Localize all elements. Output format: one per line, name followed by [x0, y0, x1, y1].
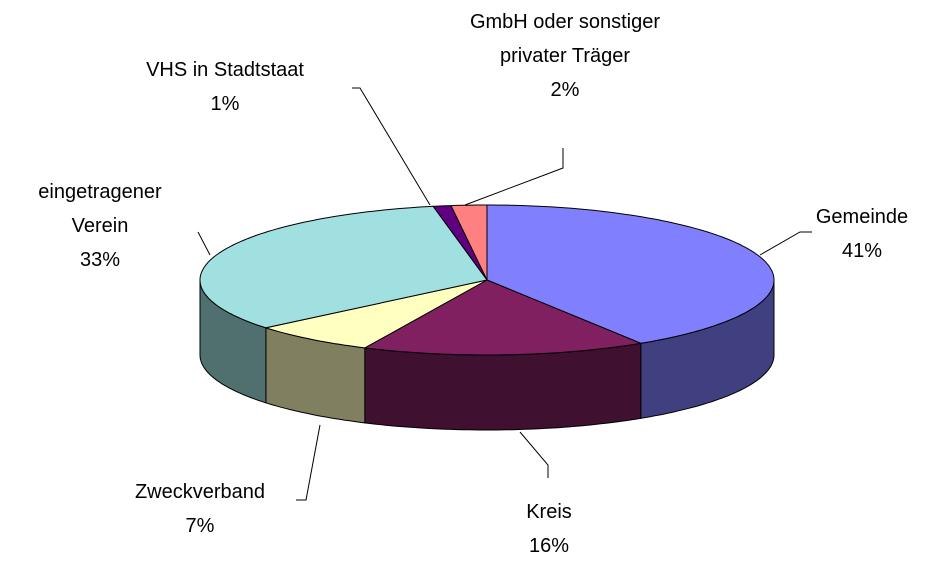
leader-line — [519, 431, 549, 478]
value-label: 16% — [528, 535, 570, 557]
value-label: 33% — [79, 249, 121, 271]
value-label: 1% — [210, 93, 240, 115]
slice-label: GmbH oder sonstiger privater Träger 2% — [460, 5, 670, 107]
value-label: 2% — [550, 79, 580, 101]
slice-label: VHS in Stadtstaat 1% — [95, 53, 355, 121]
category-name: eingetragener Verein — [38, 181, 162, 237]
slice — [486, 204, 775, 344]
slice — [450, 204, 488, 281]
slice — [263, 279, 488, 349]
slice-label: Kreis 16% — [489, 495, 609, 563]
value-label: 41% — [841, 240, 883, 262]
slice-label: Gemeinde 41% — [802, 200, 922, 268]
leader-line — [464, 148, 564, 206]
category-name: Zweckverband — [134, 481, 266, 503]
leader-line — [759, 231, 812, 256]
leader-line — [296, 424, 321, 501]
slice — [363, 279, 643, 356]
slice-label: Zweckverband 7% — [100, 475, 300, 543]
category-name: Gemeinde — [815, 206, 909, 228]
category-name: GmbH oder sonstiger privater Träger — [469, 11, 661, 67]
slice-label: eingetragener Verein 33% — [15, 175, 185, 277]
leader-line — [352, 87, 431, 206]
leader-line — [197, 231, 211, 256]
slice — [199, 205, 488, 329]
category-name: VHS in Stadtstaat — [146, 59, 304, 81]
category-name: Kreis — [526, 501, 572, 523]
slice-side — [364, 342, 642, 431]
value-label: 7% — [185, 515, 215, 537]
